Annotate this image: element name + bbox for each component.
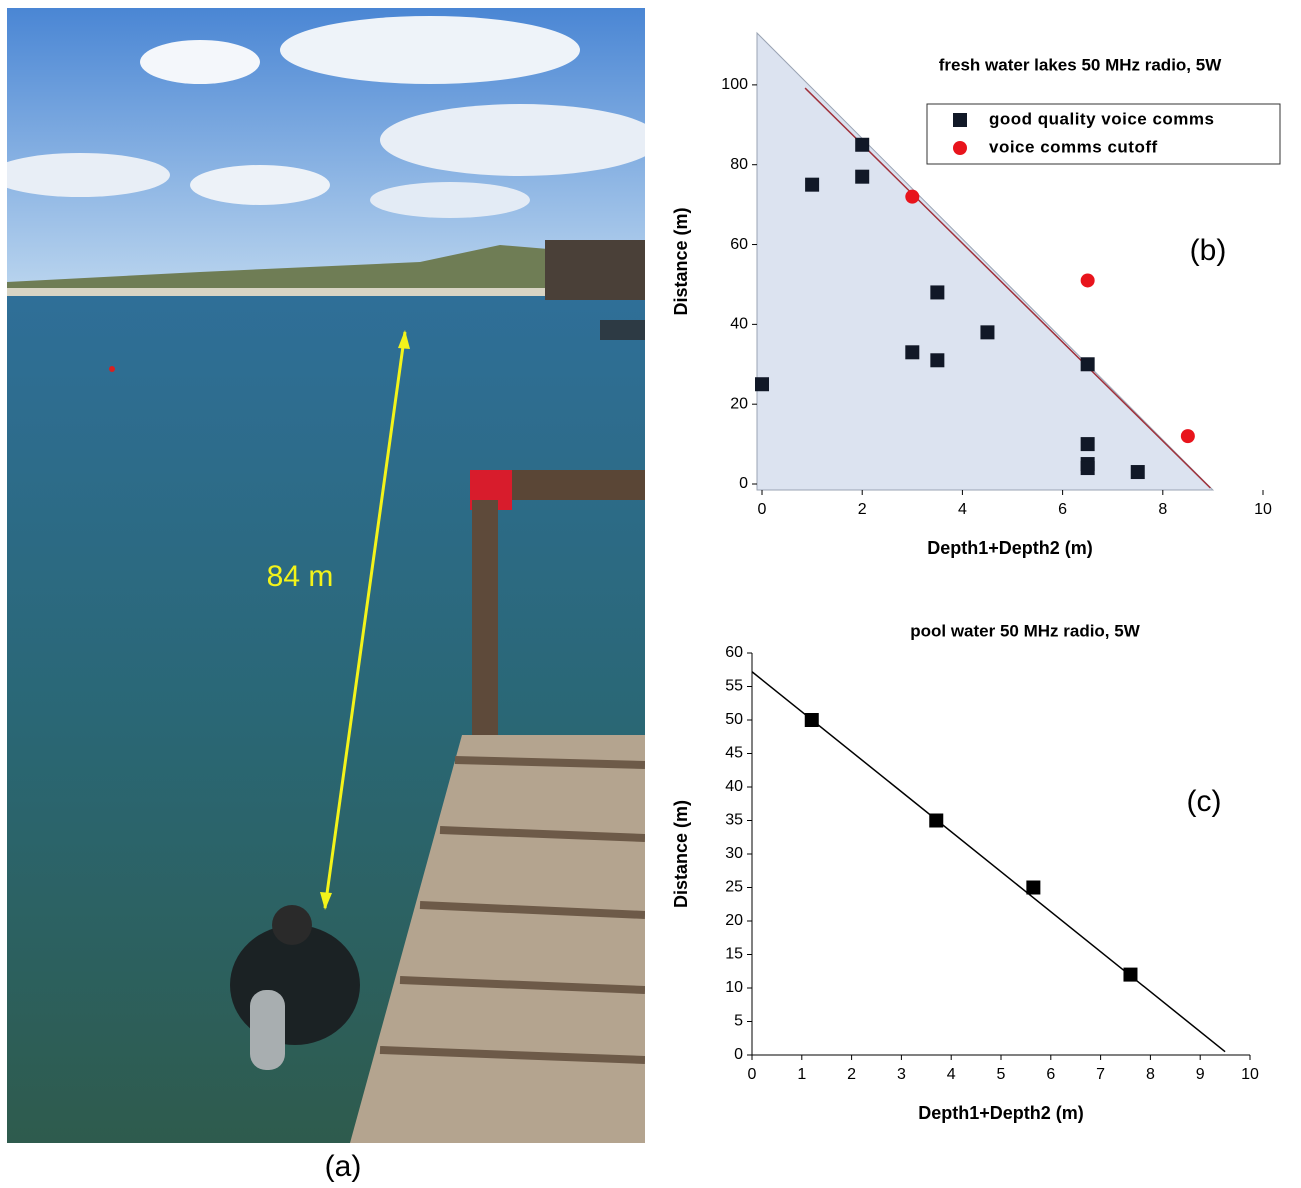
panel-label: (a) [325,1150,362,1183]
y-tick-label: 25 [725,879,743,896]
x-axis-label: Depth1+Depth2 (m) [927,538,1093,558]
point [1130,465,1145,480]
x-tick-label: 7 [1096,1066,1105,1083]
y-tick-label: 0 [734,1046,743,1063]
x-tick-label: 6 [1058,501,1067,518]
legend-marker [953,113,967,127]
point [980,325,995,340]
x-tick-label: 5 [997,1066,1006,1083]
x-tick-label: 2 [847,1066,856,1083]
point [929,813,944,828]
y-tick-label: 55 [725,678,743,695]
y-tick-label: 10 [725,979,743,996]
point [1026,880,1041,895]
y-tick-label: 80 [730,156,748,173]
y-tick-label: 20 [725,912,743,929]
point [855,137,870,152]
shaded-region [756,31,1215,491]
x-tick-label: 8 [1146,1066,1155,1083]
y-tick-label: 40 [725,778,743,795]
point [805,177,820,192]
chart-title: fresh water lakes 50 MHz radio, 5W [939,55,1222,74]
y-tick-label: 5 [734,1013,743,1030]
panel-label: (b) [1190,234,1227,267]
photo: 84 m [7,8,645,1143]
y-axis-label: Distance (m) [671,207,691,315]
point [1080,357,1095,372]
x-tick-label: 9 [1196,1066,1205,1083]
point [855,169,870,184]
photo-annotation: 84 m [267,560,334,593]
fit-line [751,671,1226,1053]
y-tick-label: 35 [725,812,743,829]
point [905,189,920,204]
y-tick-label: 20 [730,395,748,412]
legend-label: voice comms cutoff [989,137,1158,156]
y-tick-label: 60 [725,644,743,661]
x-tick-label: 4 [958,501,967,518]
x-tick-label: 0 [748,1066,757,1083]
y-axis-label: Distance (m) [671,800,691,908]
fit-line [804,87,1211,489]
y-tick-label: 40 [730,316,748,333]
point [1123,967,1138,982]
legend-box [926,103,1281,165]
x-tick-label: 4 [947,1066,956,1083]
point [1080,437,1095,452]
point [804,713,819,727]
y-tick-label: 0 [739,475,748,492]
y-tick-label: 30 [725,845,743,862]
point [755,377,770,392]
x-tick-label: 10 [1254,501,1272,518]
legend-label: good quality voice comms [989,109,1215,128]
x-tick-label: 8 [1158,501,1167,518]
panel-label: (c) [1187,785,1222,818]
y-tick-label: 45 [725,745,743,762]
x-tick-label: 3 [897,1066,906,1083]
legend-marker [953,141,967,155]
point [930,285,945,300]
y-tick-label: 15 [725,946,743,963]
y-tick-label: 50 [725,711,743,728]
x-tick-label: 2 [858,501,867,518]
x-tick-label: 1 [797,1066,806,1083]
point [930,353,945,368]
point [1080,461,1095,476]
x-tick-label: 6 [1046,1066,1055,1083]
point [905,345,920,360]
x-tick-label: 0 [758,501,767,518]
point [1080,273,1095,288]
point [1180,429,1195,444]
chart-title: pool water 50 MHz radio, 5W [910,621,1140,640]
x-tick-label: 10 [1241,1066,1259,1083]
x-axis-label: Depth1+Depth2 (m) [918,1103,1084,1123]
y-tick-label: 100 [721,76,748,93]
y-tick-label: 60 [730,236,748,253]
